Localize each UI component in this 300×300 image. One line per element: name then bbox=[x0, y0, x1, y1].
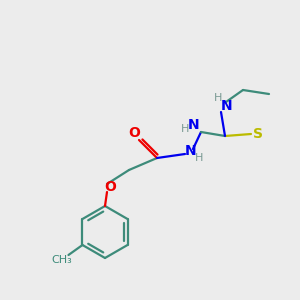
Text: N: N bbox=[221, 99, 233, 113]
Text: O: O bbox=[128, 126, 140, 140]
Text: N: N bbox=[188, 118, 200, 132]
Text: H: H bbox=[181, 124, 189, 134]
Text: O: O bbox=[104, 180, 116, 194]
Text: S: S bbox=[253, 127, 263, 141]
Text: CH₃: CH₃ bbox=[51, 255, 72, 265]
Text: H: H bbox=[195, 153, 203, 163]
Text: N: N bbox=[185, 144, 197, 158]
Text: H: H bbox=[214, 93, 222, 103]
